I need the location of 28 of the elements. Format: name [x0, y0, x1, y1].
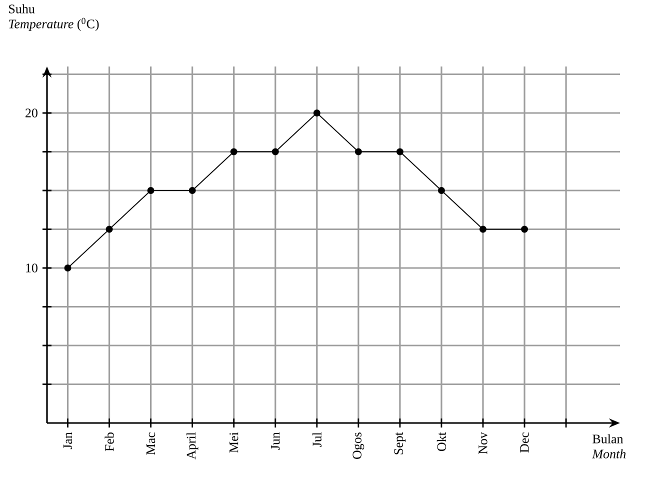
point: [106, 226, 113, 233]
x-tick-label: Dec: [520, 432, 529, 453]
x-tick-label: Feb: [104, 432, 114, 452]
y-axis-title: Suhu Temperature ($^{0}$C): [9, 4, 99, 31]
point: [64, 264, 72, 272]
point: [479, 226, 486, 233]
y-tick-label: 20: [26, 108, 38, 118]
x-tick-label: Nov: [478, 432, 488, 454]
x-tick-label: Ogos: [352, 432, 364, 459]
point: [230, 148, 238, 156]
x-axis-title: Bulan Month: [592, 434, 626, 458]
point: [313, 110, 320, 116]
x-tick-label: Jul: [312, 432, 322, 447]
x-tick-label: Mac: [146, 432, 156, 455]
point: [521, 226, 528, 233]
point: [438, 187, 445, 194]
x-tick-label: Jan: [63, 432, 72, 450]
point: [188, 187, 196, 194]
x-tick-label: Sept: [394, 432, 406, 454]
x-tick-label: Jun: [271, 432, 280, 450]
x-tick-label: April: [186, 432, 198, 460]
y-tick-label: 10: [26, 264, 38, 272]
point: [272, 148, 279, 156]
x-tick-label: Okt: [436, 432, 446, 451]
point: [396, 148, 404, 156]
point: [354, 148, 362, 156]
point: [147, 187, 154, 194]
x-tick-label: Mei: [229, 432, 238, 453]
